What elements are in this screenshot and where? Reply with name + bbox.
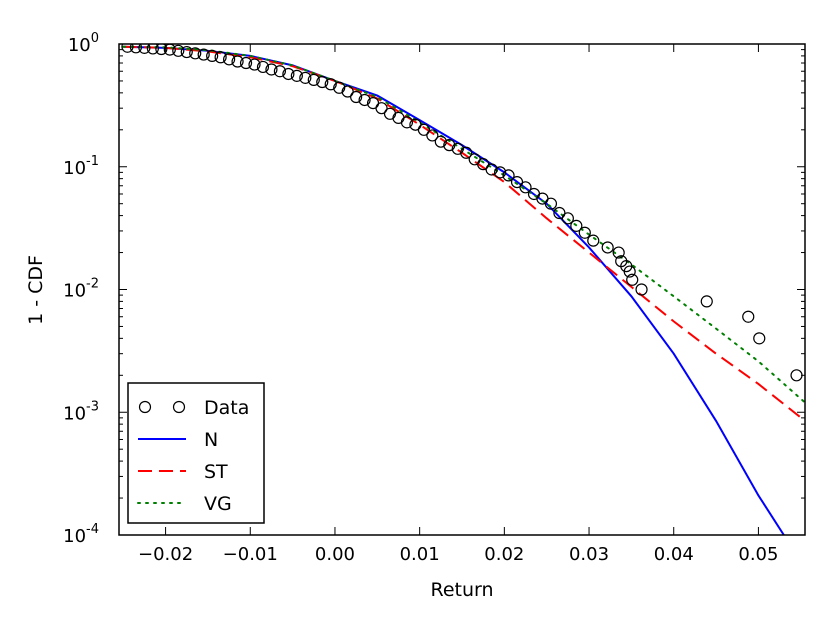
data-point [350,90,363,104]
legend-label-vg: VG [204,493,232,515]
data-point [561,212,574,225]
x-tick-label: 0.00 [315,544,355,565]
legend: Data N ST VG [127,382,265,524]
y-tick-label: 10-3 [63,399,99,424]
legend-label-data: Data [204,397,249,419]
y-tick-exponent: 0 [91,31,99,46]
x-tick-label: 0.02 [484,544,524,565]
data-point [434,135,447,148]
data-point [273,65,287,78]
data-point [375,102,388,115]
data-point [341,85,354,98]
data-point [635,283,648,296]
legend-marker-data [138,400,152,414]
data-point [460,146,473,159]
data-point [223,53,236,66]
legend-label-n: N [204,429,218,451]
data-point [612,246,625,259]
y-tick-base: 10 [63,281,86,302]
data-point [426,129,439,142]
axes: −0.02 −0.01 0.00 0.01 0.02 0.03 0.04 0.0510010-… [63,31,805,565]
plot-frame [118,43,806,536]
y-tick-exponent: -1 [86,154,99,169]
series-layer [121,44,805,535]
data-point [519,181,532,194]
y-tick-base: 10 [63,526,86,547]
y-tick-label: 10-2 [63,277,99,302]
data-point [265,63,278,76]
data-point [333,81,346,94]
data-point [485,163,498,176]
y-tick-exponent: -2 [86,277,99,292]
data-point [290,69,303,82]
data-point [626,273,639,286]
data-point [231,55,244,68]
data-point [316,75,329,89]
y-tick-label: 10-1 [63,154,99,179]
y-tick-base: 10 [63,158,86,179]
x-tick-label: −0.01 [223,544,278,565]
data-point [587,234,600,247]
data-point [180,45,193,59]
data-point [129,44,143,54]
data-point [417,123,430,136]
data-point [146,44,159,55]
data-point [256,60,270,74]
data-point [121,44,134,53]
data-point [138,44,151,54]
data-point [578,226,591,239]
x-tick-label: 0.01 [400,544,440,565]
data-point [214,51,227,64]
data-point [206,49,219,63]
data-point [248,58,261,71]
data-point [477,158,490,171]
data-point [324,78,337,91]
y-axis-label: 1 - CDF [25,255,47,325]
y-tick-label: 100 [68,31,99,56]
legend-marker-data [172,400,186,414]
y-tick-base: 10 [63,403,86,424]
data-point [494,166,507,179]
data-point [742,310,755,323]
data-point [239,56,253,70]
data-point [601,241,614,254]
y-tick-base: 10 [68,35,91,56]
data-point [502,169,515,182]
data-point [358,93,371,107]
x-tick-label: 0.03 [569,544,609,565]
data-point [299,71,312,84]
x-tick-label: 0.04 [654,544,694,565]
y-tick-exponent: -4 [86,522,99,537]
data-point [307,73,320,87]
data-point [544,197,558,210]
data-point [172,44,185,57]
data-point [400,116,414,129]
x-tick-label: −0.02 [138,544,193,565]
data-point [282,67,295,81]
y-tick-exponent: -3 [86,399,99,414]
data-point [623,265,636,278]
data-point [197,48,210,61]
legend-label-st: ST [204,461,228,483]
data-point [700,295,713,308]
data-point [753,332,766,345]
data-point [443,139,456,152]
data-point [570,219,583,232]
y-tick-label: 10-4 [63,522,99,547]
data-point [155,44,168,56]
data-point [189,47,202,60]
x-tick-label: 0.05 [738,544,778,565]
x-axis-label: Return [430,579,493,601]
